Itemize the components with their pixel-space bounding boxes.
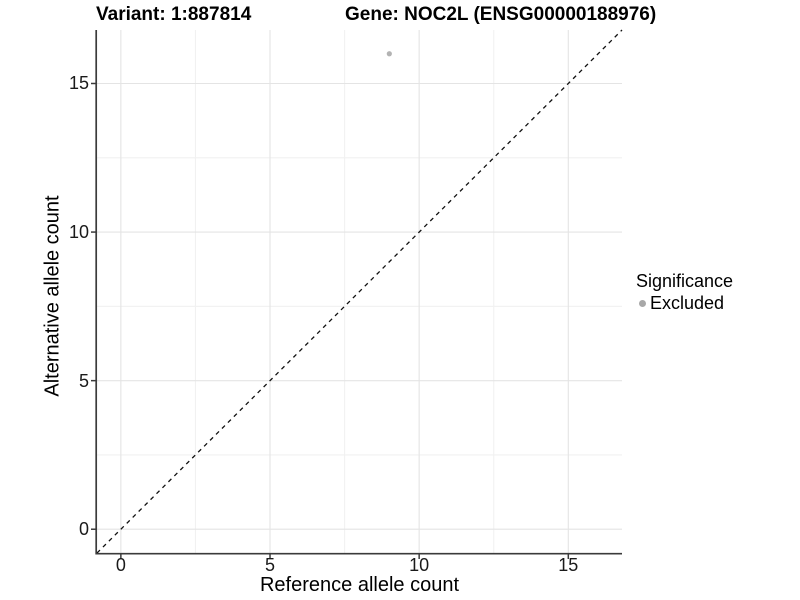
identity-dashed-line xyxy=(96,29,623,554)
plot-title-variant: Variant: 1:887814 xyxy=(96,4,252,25)
legend-title: Significance xyxy=(636,271,734,291)
x-tick-label: 0 xyxy=(115,555,126,575)
legend: Significance Excluded xyxy=(636,270,733,314)
x-tick-label: 10 xyxy=(409,555,430,575)
excluded-point-icon xyxy=(639,299,646,307)
y-tick-label: 10 xyxy=(68,222,89,243)
y-tick-label: 0 xyxy=(78,519,89,540)
plot-title-gene: Gene: NOC2L (ENSG00000188976) xyxy=(345,4,657,25)
y-tick-label: 5 xyxy=(78,370,89,391)
legend-entry-excluded: Excluded xyxy=(636,292,733,314)
x-tick-label: 5 xyxy=(264,555,276,575)
x-axis-title: Reference allele count xyxy=(259,574,459,596)
data-point-excluded xyxy=(386,51,392,57)
x-tick-label: 15 xyxy=(558,555,579,575)
legend-entry-label: Excluded xyxy=(650,292,725,313)
y-tick-label: 15 xyxy=(68,73,89,94)
y-axis-title: Alternative allele count xyxy=(41,195,64,397)
